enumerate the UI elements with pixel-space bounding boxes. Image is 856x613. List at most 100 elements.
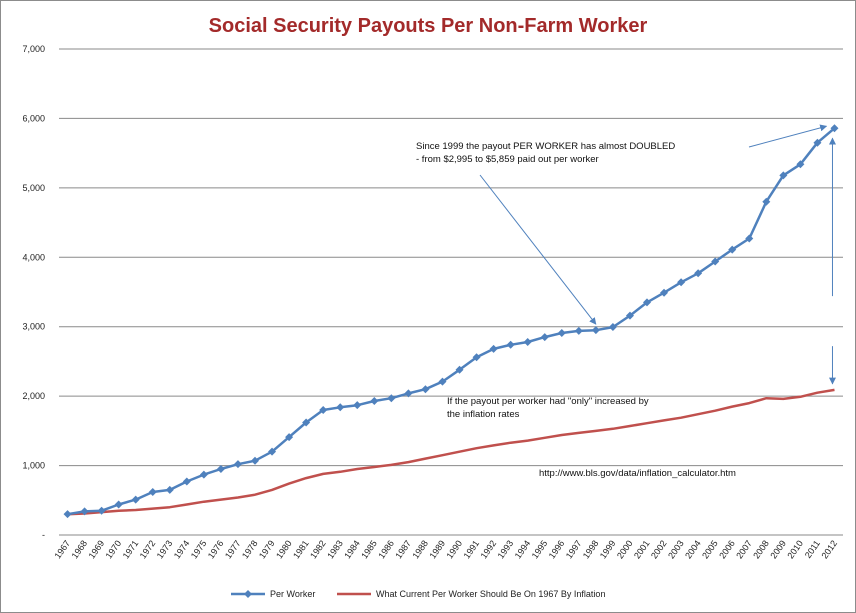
y-tick-label: -: [42, 530, 45, 540]
x-tick-label: 2005: [700, 538, 720, 560]
series-lines: [63, 124, 839, 519]
x-tick-label: 2002: [649, 538, 669, 560]
annotations: Since 1999 the payout PER WORKER has alm…: [416, 141, 736, 479]
legend: Per Worker What Current Per Worker Shoul…: [231, 589, 605, 599]
x-tick-label: 1998: [581, 538, 601, 560]
data-point-marker: [353, 401, 362, 410]
series-line: [67, 388, 835, 516]
data-point-marker: [711, 257, 720, 266]
x-tick-label: 2004: [683, 538, 703, 560]
data-point-marker: [762, 197, 771, 206]
x-tick-label: 1980: [274, 538, 294, 560]
data-point-marker: [421, 385, 430, 394]
data-point-marker: [745, 234, 754, 243]
y-tick-label: 7,000: [22, 44, 45, 54]
data-point-marker: [233, 460, 242, 469]
x-tick-label: 1985: [359, 538, 379, 560]
data-point-marker: [574, 326, 583, 335]
data-point-marker: [557, 328, 566, 337]
x-tick-label: 1983: [325, 538, 345, 560]
data-point-marker: [131, 495, 140, 504]
x-tick-label: 1968: [70, 538, 90, 560]
data-point-marker: [199, 470, 208, 479]
x-tick-label: 1978: [240, 538, 260, 560]
legend-label-inflation: What Current Per Worker Should Be On 196…: [376, 589, 605, 599]
data-point-marker: [506, 340, 515, 349]
arrow-to-2012-peak: [748, 124, 828, 148]
x-tick-label: 2001: [632, 538, 652, 560]
arrow-to-1999: [479, 174, 597, 325]
annotation-doubled-line-1: Since 1999 the payout PER WORKER has alm…: [416, 141, 675, 152]
gridlines: [59, 48, 843, 536]
x-tick-label: 1975: [189, 538, 209, 560]
x-tick-label: 1986: [376, 538, 396, 560]
legend-item-inflation: What Current Per Worker Should Be On 196…: [337, 589, 605, 599]
data-point-marker: [540, 333, 549, 342]
x-tick-label: 1969: [87, 538, 107, 560]
x-tick-label: 1979: [257, 538, 277, 560]
data-point-marker: [472, 353, 481, 362]
x-tick-label: 2003: [666, 538, 686, 560]
x-tick-label: 1999: [598, 538, 618, 560]
x-axis-ticks: 1967196819691970197119721973197419751976…: [52, 538, 839, 560]
x-tick-label: 1972: [138, 538, 158, 560]
annotation-doubled-line-2: - from $2,995 to $5,859 paid out per wor…: [416, 154, 599, 165]
x-tick-label: 1974: [172, 538, 192, 560]
data-point-marker: [268, 447, 277, 456]
data-point-marker: [302, 418, 311, 427]
data-point-marker: [182, 477, 191, 486]
data-point-marker: [251, 456, 259, 465]
x-tick-label: 2006: [717, 538, 737, 560]
y-tick-label: 6,000: [22, 113, 45, 123]
legend-item-per-worker: Per Worker: [231, 589, 315, 599]
data-point-marker: [285, 433, 294, 442]
x-tick-label: 2000: [615, 538, 635, 560]
annotation-arrows: [479, 124, 836, 385]
data-point-marker: [830, 124, 839, 133]
data-point-marker: [336, 403, 345, 412]
x-tick-label: 1971: [121, 538, 141, 560]
data-point-marker: [779, 171, 788, 180]
data-point-marker: [796, 160, 805, 169]
x-tick-label: 1973: [155, 538, 175, 560]
x-tick-label: 1995: [530, 538, 550, 560]
x-tick-label: 1976: [206, 538, 226, 560]
annotation-inflation-line-2: the inflation rates: [447, 409, 520, 420]
x-tick-label: 1970: [104, 538, 124, 560]
data-point-marker: [216, 465, 225, 474]
x-tick-label: 1992: [479, 538, 499, 560]
data-point-marker: [148, 487, 157, 496]
x-tick-label: 2011: [803, 538, 822, 560]
data-point-marker: [608, 323, 617, 332]
x-tick-label: 1991: [462, 538, 482, 560]
x-tick-label: 1989: [427, 538, 447, 560]
x-tick-label: 1996: [547, 538, 567, 560]
data-point-marker: [370, 397, 379, 406]
data-point-marker: [319, 406, 328, 415]
y-tick-label: 5,000: [22, 183, 45, 193]
x-tick-label: 1987: [393, 538, 413, 560]
chart-title: Social Security Payouts Per Non-Farm Wor…: [209, 15, 648, 37]
data-point-marker: [660, 288, 669, 297]
data-point-marker: [643, 298, 651, 307]
x-tick-label: 1981: [291, 538, 311, 560]
x-tick-label: 1997: [564, 538, 584, 560]
data-point-marker: [114, 500, 123, 509]
data-point-marker: [165, 485, 174, 494]
annotation-source-url: http://www.bls.gov/data/inflation_calcul…: [539, 468, 736, 479]
y-tick-label: 3,000: [22, 322, 45, 332]
data-point-marker: [489, 344, 498, 353]
x-tick-label: 1977: [223, 538, 243, 560]
x-tick-label: 1993: [496, 538, 516, 560]
data-point-marker: [63, 510, 72, 519]
x-tick-label: 1988: [410, 538, 430, 560]
data-point-marker: [387, 394, 396, 403]
legend-marker-diamond: [244, 590, 252, 598]
x-tick-label: 1994: [513, 538, 533, 560]
series-line: [67, 127, 836, 516]
legend-label-per-worker: Per Worker: [270, 589, 315, 599]
y-tick-label: 1,000: [22, 461, 45, 471]
data-point-marker: [97, 506, 106, 515]
